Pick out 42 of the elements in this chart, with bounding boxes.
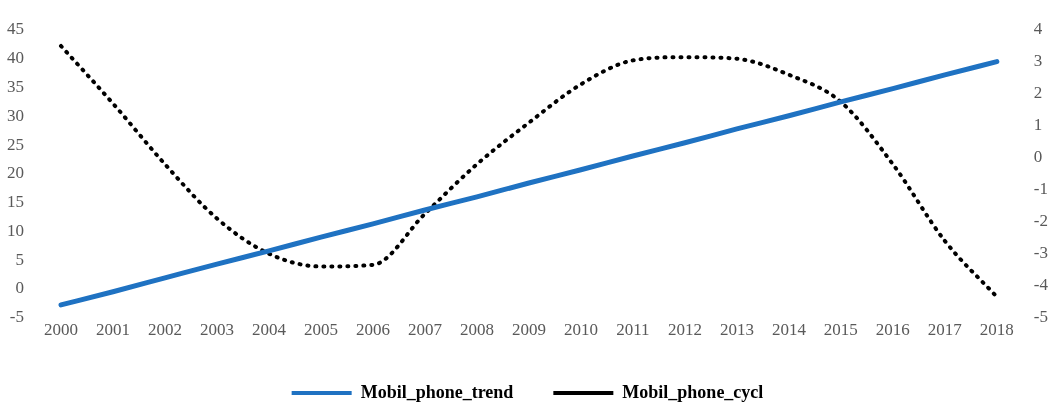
y2-tick-label: 1 xyxy=(1033,115,1043,135)
y2-tick-label: -3 xyxy=(1033,243,1049,263)
y-tick-label: 25 xyxy=(7,134,24,154)
y-tick-label: -5 xyxy=(9,307,24,327)
y-tick-label: 10 xyxy=(7,220,24,240)
y-tick-label: 0 xyxy=(15,278,24,298)
y-tick-label: 20 xyxy=(7,163,24,183)
x-tick-label: 2016 xyxy=(875,320,910,340)
x-tick-label: 2010 xyxy=(563,320,598,340)
x-tick-label: 2004 xyxy=(251,320,287,340)
y2-tick-label: -4 xyxy=(1033,275,1049,295)
y2-tick-label: -2 xyxy=(1033,211,1049,231)
x-tick-label: 2003 xyxy=(199,320,234,340)
y2-tick-label: -5 xyxy=(1033,307,1049,327)
legend-label: Mobil_phone_trend xyxy=(360,381,514,402)
y-tick-label: 5 xyxy=(15,249,24,269)
x-tick-label: 2007 xyxy=(407,320,443,340)
x-tick-label: 2011 xyxy=(616,320,650,340)
x-tick-label: 2006 xyxy=(355,320,390,340)
y-tick-label: 35 xyxy=(7,76,24,96)
x-tick-label: 2017 xyxy=(927,320,963,340)
y2-tick-label: 4 xyxy=(1033,19,1043,39)
x-tick-label: 2013 xyxy=(719,320,754,340)
y-tick-label: 30 xyxy=(7,105,24,125)
y-tick-label: 15 xyxy=(7,192,24,212)
y2-tick-label: -1 xyxy=(1033,179,1049,199)
x-tick-label: 2002 xyxy=(147,320,182,340)
x-tick-label: 2008 xyxy=(459,320,494,340)
x-tick-label: 2018 xyxy=(979,320,1014,340)
y-tick-label: 40 xyxy=(7,48,24,68)
x-tick-label: 2014 xyxy=(771,320,807,340)
x-tick-label: 2001 xyxy=(95,320,130,340)
y2-tick-label: 3 xyxy=(1033,51,1043,71)
y2-tick-label: 0 xyxy=(1033,147,1043,167)
x-tick-label: 2009 xyxy=(511,320,546,340)
x-tick-label: 2012 xyxy=(667,320,702,340)
x-tick-label: 2000 xyxy=(44,320,78,340)
legend-label: Mobil_phone_cycl xyxy=(622,381,764,402)
x-tick-label: 2015 xyxy=(823,320,858,340)
y-tick-label: 45 xyxy=(7,19,24,39)
y2-tick-label: 2 xyxy=(1033,83,1043,103)
x-tick-label: 2005 xyxy=(303,320,338,340)
